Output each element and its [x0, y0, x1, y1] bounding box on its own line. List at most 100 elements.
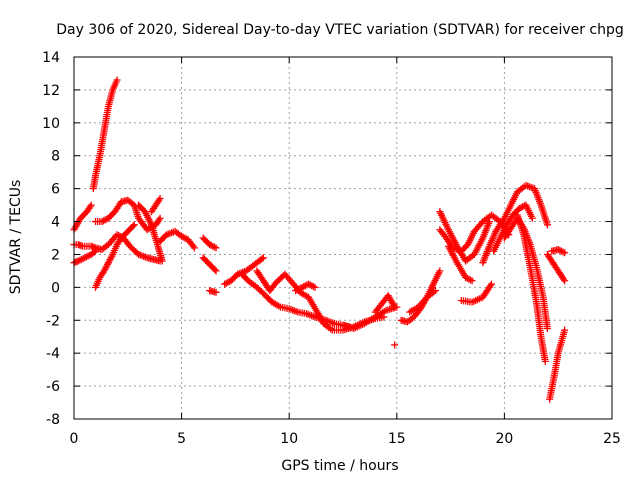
data-point-marker — [210, 243, 218, 251]
data-point-marker — [298, 283, 306, 291]
data-point-marker — [178, 232, 186, 240]
data-point-marker — [306, 281, 314, 289]
x-axis-label: GPS time / hours — [281, 458, 398, 474]
y-tick-label: 10 — [42, 116, 60, 132]
data-point-marker — [108, 252, 116, 260]
data-point-marker — [561, 249, 569, 257]
data-point-marker — [129, 222, 137, 230]
data-point-marker — [301, 282, 309, 290]
data-point-marker — [528, 214, 536, 222]
data-point-marker — [113, 231, 121, 239]
data-point-marker — [432, 287, 440, 295]
data-point-marker — [79, 255, 87, 263]
data-point-marker — [207, 241, 215, 249]
data-point-marker — [292, 287, 300, 295]
data-point-marker — [212, 244, 220, 252]
data-point-marker — [465, 275, 473, 283]
y-tick-label: 8 — [51, 149, 60, 165]
y-tick-label: 4 — [51, 215, 60, 231]
data-point-marker — [113, 76, 121, 84]
y-tick-label: -6 — [46, 379, 60, 395]
x-tick-label: 25 — [603, 431, 621, 447]
plot-frame — [73, 56, 613, 420]
data-marks — [70, 76, 569, 403]
y-tick-label: 2 — [51, 247, 60, 263]
data-point-marker — [259, 254, 267, 262]
data-point-marker — [309, 283, 317, 291]
data-point-marker — [158, 257, 166, 265]
data-point-marker — [90, 248, 98, 256]
data-point-marker — [561, 326, 569, 334]
data-point-marker — [296, 284, 304, 292]
data-point-marker — [487, 280, 495, 288]
data-point-marker — [561, 277, 569, 285]
data-point-marker — [543, 221, 551, 229]
x-tick-label: 0 — [70, 431, 79, 447]
data-point-marker — [311, 283, 319, 291]
data-point-marker — [81, 254, 89, 262]
y-axis-label: SDTVAR / TECUs — [8, 180, 24, 295]
data-point-marker — [556, 246, 564, 254]
chart-title: Day 306 of 2020, Sidereal Day-to-day VTE… — [56, 22, 624, 38]
data-point-marker — [559, 248, 567, 256]
data-point-marker — [74, 257, 82, 265]
y-tick-label: 14 — [42, 50, 60, 66]
data-point-marker — [100, 217, 108, 225]
data-point-marker — [98, 218, 106, 226]
data-point-marker — [101, 216, 109, 224]
data-point-marker — [78, 255, 86, 263]
data-point-marker — [300, 283, 308, 291]
x-tick-label: 10 — [280, 431, 298, 447]
data-point-marker — [436, 267, 444, 275]
data-point-marker — [206, 241, 214, 249]
data-point-marker — [391, 303, 399, 311]
data-point-marker — [560, 275, 568, 283]
data-point-marker — [191, 244, 199, 252]
data-point-marker — [84, 252, 92, 260]
y-tick-label: 12 — [42, 83, 60, 99]
y-tick-label: 6 — [51, 182, 60, 198]
data-point-marker — [82, 253, 90, 261]
data-point-marker — [87, 201, 95, 209]
data-point-marker — [224, 278, 232, 286]
y-tick-label: -4 — [46, 346, 60, 362]
data-point-marker — [209, 242, 217, 250]
y-tick-label: 0 — [51, 280, 60, 296]
data-point-marker — [390, 301, 398, 309]
data-point-marker — [293, 286, 301, 294]
data-point-marker — [467, 276, 475, 284]
data-point-marker — [541, 357, 549, 365]
data-point-marker — [189, 242, 197, 250]
data-point-marker — [156, 214, 164, 222]
data-point-marker — [147, 208, 155, 216]
data-point-marker — [179, 233, 187, 241]
data-point-marker — [308, 282, 316, 290]
x-tick-label: 5 — [177, 431, 186, 447]
axis-ticks: 0 5 10 15 20 25 -8 -6 -4 -2 0 2 4 6 8 10 12 14 — [42, 50, 621, 447]
data-point-marker — [221, 280, 229, 288]
x-tick-label: 20 — [495, 431, 513, 447]
data-point-marker — [515, 204, 523, 212]
data-point-marker — [295, 285, 303, 293]
data-point-marker — [391, 341, 399, 349]
data-point-marker — [305, 280, 313, 288]
data-point-marker — [222, 279, 230, 287]
data-point-marker — [86, 203, 94, 211]
data-point-marker — [181, 234, 189, 242]
y-tick-label: -2 — [46, 313, 60, 329]
data-point-marker — [554, 246, 562, 254]
data-point-marker — [155, 216, 163, 224]
y-tick-label: -8 — [46, 412, 60, 428]
data-point-marker — [463, 274, 471, 282]
data-point-marker — [76, 256, 84, 264]
x-tick-label: 15 — [388, 431, 406, 447]
data-point-marker — [92, 247, 100, 255]
data-point-marker — [543, 325, 551, 332]
data-point-marker — [468, 277, 476, 285]
data-point-marker — [149, 206, 157, 214]
data-point-marker — [130, 221, 138, 229]
data-point-marker — [499, 216, 507, 224]
data-point-marker — [462, 273, 470, 281]
data-point-marker — [212, 288, 220, 296]
